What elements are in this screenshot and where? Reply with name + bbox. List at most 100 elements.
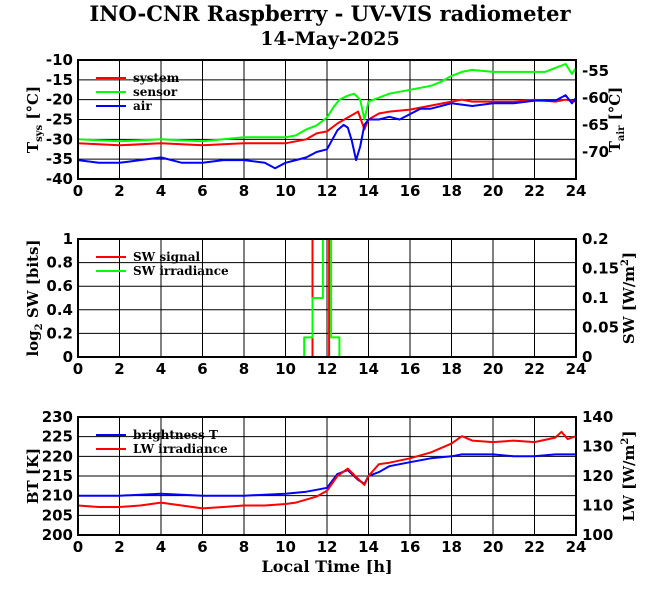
x-tick-label: 24: [566, 360, 587, 378]
x-tick-label: 14: [358, 182, 379, 200]
chart-panel-1: 0 2 4 6 8 10 12 14 16 18 20 22 24-40-35-30-25-20-15-…: [24, 51, 627, 200]
x-tick-label: 4: [156, 538, 166, 556]
x-tick-label: 14: [358, 538, 379, 556]
y2-tick-label: -70: [582, 143, 609, 161]
y2-tick-label: 130: [582, 438, 613, 456]
legend-label: system: [133, 71, 180, 85]
x-tick-label: 12: [317, 182, 338, 200]
y-tick-label: 220: [42, 447, 73, 465]
series-line-sensor: [77, 63, 577, 143]
y2-tick-label: 140: [582, 408, 613, 426]
legend-label: brightness T: [133, 428, 218, 442]
y2-tick-label: -60: [582, 89, 609, 107]
x-tick-label: 0: [73, 182, 83, 200]
x-tick-label: 6: [197, 182, 207, 200]
plot-frame: [77, 416, 577, 536]
legend-label: SW irradiance: [133, 264, 229, 278]
y2-tick-label: -55: [582, 62, 609, 80]
y2-tick-label: 100: [582, 526, 613, 544]
y2-axis-label: SW [W/m2]: [620, 252, 638, 344]
y-axis-label: Tsys [°C]: [24, 86, 45, 153]
y-tick-label: 0: [63, 348, 73, 366]
legend-label: SW signal: [133, 250, 201, 264]
y-tick-label: 0.2: [46, 324, 73, 342]
series-line-air: [77, 94, 577, 170]
y2-tick-label: 0.1: [582, 289, 609, 307]
y-tick-label: 1: [63, 230, 73, 248]
chart-panel-2: 0 2 4 6 8 10 12 14 16 18 20 22 2400.20.40.60.8100.05…: [24, 230, 638, 378]
y2-tick-label: 0.2: [582, 230, 609, 248]
y2-axis-label: Tair [°C]: [606, 87, 627, 153]
x-tick-label: 0: [73, 360, 83, 378]
x-tick-label: 10: [275, 360, 296, 378]
legend-label: air: [133, 99, 152, 113]
y2-tick-label: 0.15: [582, 260, 619, 278]
x-tick-label: 20: [483, 182, 504, 200]
y-axis-label: BT [K]: [24, 448, 42, 504]
x-tick-label: 12: [317, 360, 338, 378]
x-tick-label: 18: [441, 538, 462, 556]
x-tick-label: 8: [239, 360, 249, 378]
x-tick-label: 24: [566, 538, 587, 556]
x-tick-label: 20: [483, 538, 504, 556]
x-tick-label: 14: [358, 360, 379, 378]
x-tick-label: 24: [566, 182, 587, 200]
x-tick-label: 22: [524, 182, 545, 200]
x-tick-label: 18: [441, 360, 462, 378]
y-tick-label: -15: [46, 71, 73, 89]
x-tick-label: 6: [197, 360, 207, 378]
series-line-lw-irradiance: [77, 430, 577, 510]
x-tick-label: 2: [114, 182, 124, 200]
x-tick-label: 16: [400, 538, 421, 556]
chart-date: 14-May-2025: [260, 28, 400, 50]
x-tick-label: 2: [114, 538, 124, 556]
x-tick-label: 22: [524, 538, 545, 556]
x-tick-label: 8: [239, 538, 249, 556]
y-tick-label: 0.6: [46, 277, 73, 295]
y2-tick-label: 0: [582, 348, 592, 366]
y2-axis-label: LW [W/m2]: [620, 431, 638, 522]
y-tick-label: 0.4: [46, 301, 73, 319]
y-tick-label: 215: [42, 467, 73, 485]
y-tick-label: 200: [42, 526, 73, 544]
plot-frame: [77, 238, 577, 358]
x-axis-label: Local Time [h]: [261, 557, 392, 576]
x-tick-label: 16: [400, 182, 421, 200]
legend-label: sensor: [133, 85, 178, 99]
y2-tick-label: 110: [582, 497, 613, 515]
series-line-sw-irradiance: [78, 238, 576, 358]
x-tick-label: 0: [73, 538, 83, 556]
y-tick-label: 230: [42, 408, 73, 426]
x-tick-label: 8: [239, 182, 249, 200]
x-tick-label: 22: [524, 360, 545, 378]
y-axis-label: log2 SW [bits]: [24, 239, 45, 356]
chart-panel-3: 0 2 4 6 8 10 12 14 16 18 20 22 242002052102152202252…: [24, 408, 638, 576]
y-tick-label: -35: [46, 150, 73, 168]
x-tick-label: 4: [156, 360, 166, 378]
y-tick-label: 0.8: [46, 254, 73, 272]
x-tick-label: 6: [197, 538, 207, 556]
legend-label: LW irradiance: [133, 442, 228, 456]
x-tick-label: 2: [114, 360, 124, 378]
y-tick-label: -30: [46, 130, 73, 148]
y-tick-label: 210: [42, 487, 73, 505]
x-tick-label: 16: [400, 360, 421, 378]
y-tick-label: -10: [46, 51, 73, 69]
x-tick-label: 12: [317, 538, 338, 556]
y-tick-label: -20: [46, 91, 73, 109]
x-tick-label: 10: [275, 182, 296, 200]
y2-tick-label: 120: [582, 467, 613, 485]
y-tick-label: -40: [46, 170, 73, 188]
plot-frame: [77, 59, 577, 180]
x-tick-label: 20: [483, 360, 504, 378]
y-tick-label: 225: [42, 428, 73, 446]
x-tick-label: 10: [275, 538, 296, 556]
chart-title: INO-CNR Raspberry - UV-VIS radiometer: [89, 1, 571, 26]
y-tick-label: 205: [42, 506, 73, 524]
x-tick-label: 4: [156, 182, 166, 200]
y2-tick-label: 0.05: [582, 319, 619, 337]
x-tick-label: 18: [441, 182, 462, 200]
y-tick-label: -25: [46, 111, 73, 129]
y2-tick-label: -65: [582, 116, 609, 134]
